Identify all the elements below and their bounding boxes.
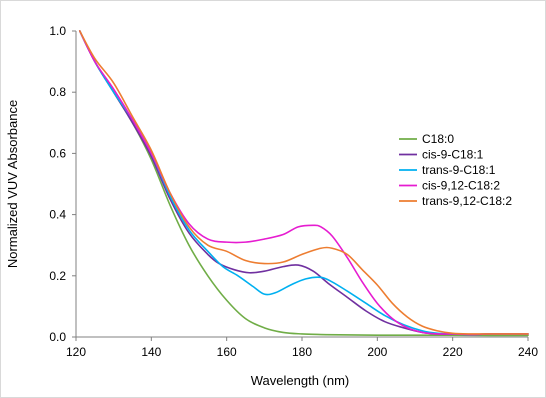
legend-label: trans-9,12-C18:2 (422, 194, 512, 208)
y-tick-label: 0.0 (49, 330, 66, 344)
x-tick-label: 240 (518, 345, 538, 359)
series-line-5 (78, 30, 529, 335)
series-layer (78, 30, 529, 337)
x-tick-label: 140 (141, 345, 161, 359)
legend-label: trans-9-C18:1 (422, 163, 496, 177)
legend-label: C18:0 (422, 132, 454, 146)
x-tick-label: 120 (66, 345, 86, 359)
x-tick-label: 200 (367, 345, 387, 359)
y-tick-label: 0.6 (49, 146, 66, 160)
y-axis-title: Normalized VUV Absorbance (5, 100, 20, 268)
y-tick-label: 1.0 (49, 24, 66, 38)
chart-axes: 0.0 0.2 0.4 0.6 0.8 1.0 120 140 160 180 200 220 240 (49, 24, 538, 359)
legend-label: cis-9,12-C18:2 (422, 179, 500, 193)
x-axis-title: Wavelength (nm) (251, 373, 350, 388)
x-tick-label: 220 (443, 345, 463, 359)
y-tick-label: 0.2 (49, 269, 66, 283)
series-line-4 (78, 30, 529, 336)
y-tick-label: 0.4 (49, 208, 66, 222)
y-tick-label: 0.8 (49, 85, 66, 99)
x-tick-label: 160 (217, 345, 237, 359)
legend-label: cis-9-C18:1 (422, 148, 484, 162)
x-tick-label: 180 (292, 345, 312, 359)
